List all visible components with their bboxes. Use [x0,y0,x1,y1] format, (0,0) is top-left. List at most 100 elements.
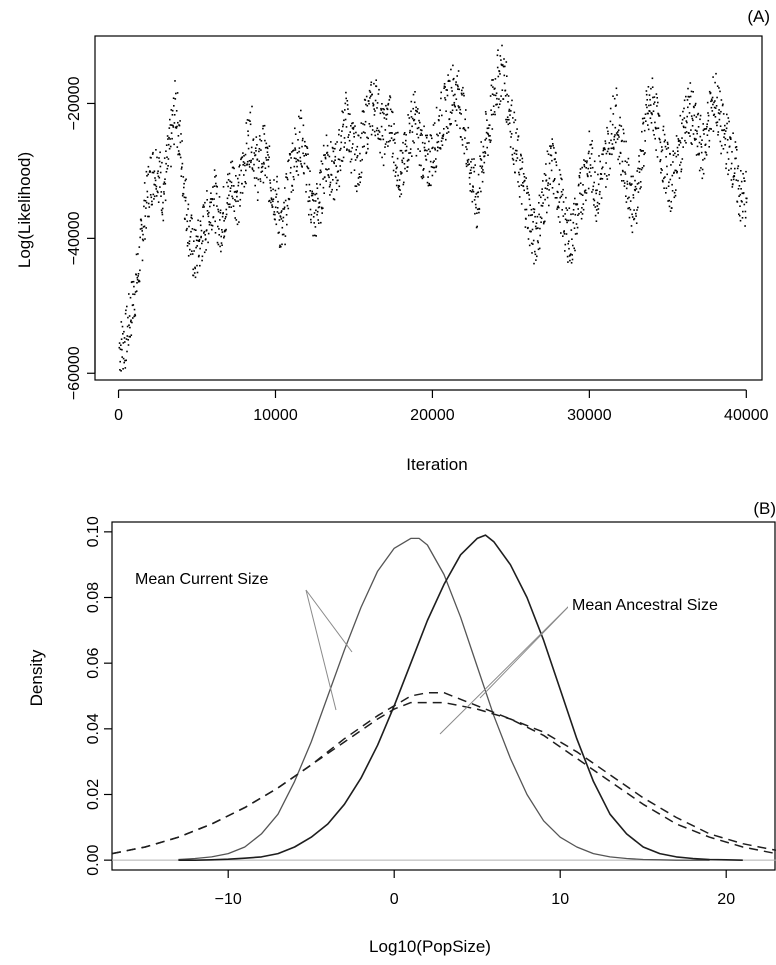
trace-point [533,208,536,211]
trace-point [695,116,698,118]
trace-point [678,177,681,179]
trace-point [227,185,229,188]
trace-point [205,249,207,251]
trace-point [324,176,326,178]
trace-point [636,209,638,211]
trace-point [272,198,275,200]
trace-point [526,185,528,188]
trace-point [581,207,583,209]
trace-point [599,191,601,193]
trace-point [727,158,730,160]
trace-point [661,179,664,182]
trace-point [476,212,478,214]
trace-point [471,158,473,161]
trace-point [186,245,189,247]
trace-point [524,226,527,228]
trace-point [614,105,617,107]
trace-point [263,163,265,165]
trace-point [356,155,359,157]
current-size-posterior-curve [178,537,710,861]
trace-point [195,239,198,242]
trace-point [713,106,716,109]
trace-point [685,131,688,133]
trace-point [606,126,608,129]
trace-point [666,141,669,144]
trace-point [654,126,657,129]
trace-point [742,192,745,194]
trace-point [683,99,686,102]
trace-point [509,130,512,133]
trace-point [309,170,311,172]
trace-point [275,193,278,196]
trace-point [170,132,173,134]
trace-point [628,207,631,209]
trace-point [412,93,415,96]
trace-point [617,131,619,133]
trace-point [140,223,143,226]
trace-point [369,91,372,93]
trace-point [649,117,652,119]
trace-point [457,70,460,72]
trace-point [534,253,537,256]
trace-point [384,143,387,145]
trace-point [619,152,622,154]
trace-point [153,198,155,200]
trace-point [360,171,363,174]
trace-point [734,141,737,143]
trace-point [640,168,643,171]
trace-point [520,184,523,186]
trace-point [593,181,595,184]
trace-point [145,227,147,229]
trace-point [142,233,144,236]
trace-point [522,173,525,175]
trace-point [354,159,357,161]
trace-point [173,114,176,116]
trace-point [646,106,648,109]
trace-point [741,201,743,203]
trace-point [735,157,737,160]
trace-point [480,159,483,161]
trace-point [547,153,550,155]
trace-point [433,160,435,162]
trace-point [618,155,621,158]
trace-point [163,193,165,195]
trace-point [283,201,285,204]
trace-point [454,105,456,108]
trace-point [198,254,200,257]
trace-point [580,217,583,220]
trace-point [596,205,599,207]
trace-point [503,82,506,85]
trace-point [198,238,201,241]
trace-point [477,191,480,193]
trace-point [464,129,467,132]
trace-point [369,97,371,99]
trace-point [574,233,577,235]
trace-point [373,114,376,116]
trace-point [204,234,206,236]
trace-point [162,201,164,204]
trace-point [144,238,146,240]
trace-point [499,73,501,75]
trace-point [434,148,436,151]
trace-point [349,131,351,133]
trace-point [350,171,353,174]
trace-point [537,227,539,229]
trace-point [419,150,421,152]
trace-point [627,207,629,210]
trace-point [401,152,404,154]
trace-point [632,175,634,178]
trace-point [566,255,569,258]
trace-point [434,170,437,173]
trace-point [131,321,133,324]
trace-point [373,82,375,85]
trace-point [544,220,546,223]
trace-point [659,138,661,141]
trace-point [564,218,567,221]
trace-point [512,159,515,161]
trace-point [181,162,184,165]
trace-point [566,209,569,211]
trace-point [479,165,482,167]
trace-point [369,95,372,97]
trace-point [337,179,339,182]
trace-point [723,129,726,131]
